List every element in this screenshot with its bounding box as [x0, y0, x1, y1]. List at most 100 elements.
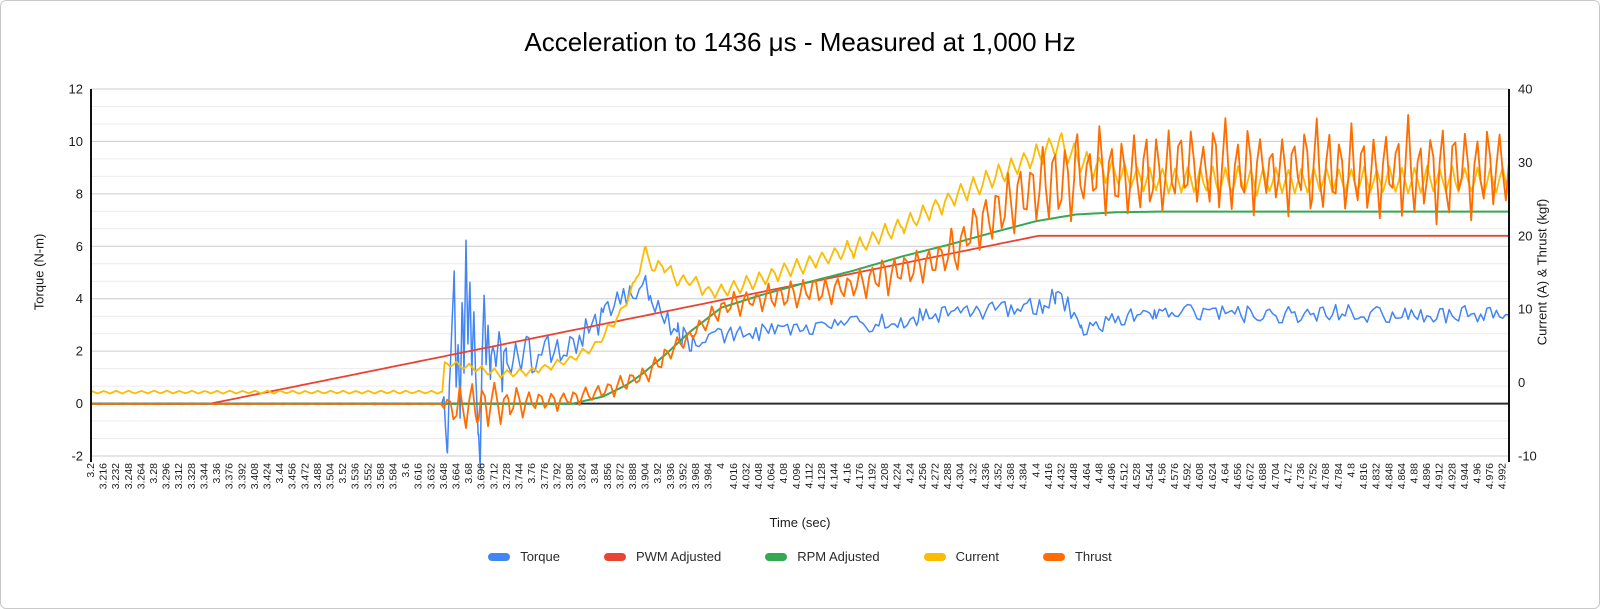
x-tick-label: 3.312 [173, 463, 185, 489]
x-tick-label: 4.224 [892, 463, 904, 489]
x-tick-label: 3.456 [287, 463, 299, 489]
legend-label-thrust: Thrust [1074, 549, 1112, 564]
x-tick-label: 3.264 [135, 463, 147, 489]
x-tick-label: 3.616 [413, 463, 425, 489]
x-tick-label: 3.648 [438, 463, 450, 489]
x-tick-label: 4.608 [1194, 463, 1206, 489]
x-tick-label: 4.048 [753, 463, 765, 489]
x-tick-label: 4.256 [917, 463, 929, 489]
y-tick-label-left: 6 [76, 239, 83, 254]
x-tick-label: 4.544 [1144, 463, 1156, 489]
x-tick-label: 4.848 [1383, 463, 1395, 489]
x-tick-label: 4.16 [841, 463, 853, 484]
x-tick-label: 3.744 [514, 463, 526, 489]
y-tick-label-left: 10 [69, 134, 83, 149]
x-tick-label: 3.696 [476, 463, 488, 489]
x-tick-label: 4.448 [1068, 463, 1080, 489]
x-tick-label: 4.144 [829, 463, 841, 489]
x-tick-label: 3.36 [211, 463, 223, 484]
x-tick-label: 3.664 [451, 463, 463, 489]
legend-swatch-pwm-adjusted [603, 552, 626, 561]
x-tick-label: 4.992 [1497, 463, 1509, 489]
x-tick-label: 4.72 [1282, 463, 1294, 484]
x-tick-label: 4.864 [1396, 463, 1408, 489]
y-tick-label-left: 12 [69, 82, 83, 97]
x-tick-label: 3.344 [198, 463, 210, 489]
legend-item-thrust[interactable]: Thrust [1042, 549, 1112, 564]
x-tick-label: 3.888 [627, 463, 639, 489]
y-tick-label-left: 4 [76, 291, 83, 306]
x-tick-label: 4.288 [942, 463, 954, 489]
x-tick-label: 4.768 [1320, 463, 1332, 489]
x-tick-label: 4.352 [993, 463, 1005, 489]
x-tick-label: 3.792 [551, 463, 563, 489]
x-tick-label: 3.76 [526, 463, 538, 484]
x-tick-label: 4.56 [1156, 463, 1168, 484]
x-tick-label: 3.392 [236, 463, 248, 489]
y-tick-label-right: 30 [1518, 155, 1532, 170]
x-tick-label: 4.368 [1005, 463, 1017, 489]
y-tick-label-left: 2 [76, 344, 83, 359]
x-tick-label: 3.552 [362, 463, 374, 489]
x-tick-label: 3.216 [98, 463, 110, 489]
x-tick-label: 4.528 [1131, 463, 1143, 489]
y-tick-label-right: 0 [1518, 375, 1525, 390]
x-tick-label: 4.096 [791, 463, 803, 489]
y-tick-label-left: -2 [71, 449, 83, 464]
x-tick-label: 4.416 [1043, 463, 1055, 489]
x-tick-label: 4.016 [728, 463, 740, 489]
x-tick-label: 3.712 [488, 463, 500, 489]
x-tick-label: 4.24 [904, 463, 916, 484]
x-tick-label: 3.984 [703, 463, 715, 489]
x-tick-label: 3.488 [312, 463, 324, 489]
y-tick-label-right: 20 [1518, 228, 1532, 243]
legend-item-current[interactable]: Current [923, 549, 999, 564]
x-tick-label: 3.328 [186, 463, 198, 489]
x-tick-label: 4.736 [1295, 463, 1307, 489]
legend-item-rpm-adjusted[interactable]: RPM Adjusted [765, 549, 880, 564]
x-tick-label: 3.44 [274, 463, 286, 484]
x-tick-label: 4.32 [967, 463, 979, 484]
x-tick-label: 3.968 [690, 463, 702, 489]
x-tick-label: 3.936 [665, 463, 677, 489]
x-tick-label: 3.504 [325, 463, 337, 489]
series-line-pwm-adjusted[interactable] [90, 234, 1510, 405]
chart-title: Acceleration to 1436 μs - Measured at 1,… [524, 27, 1076, 57]
legend-item-torque[interactable]: Torque [488, 549, 560, 564]
x-axis-title: Time (sec) [769, 515, 831, 530]
legend-label-pwm-adjusted: PWM Adjusted [635, 549, 722, 564]
x-tick-label: 4.816 [1358, 463, 1370, 489]
x-tick-label: 4.832 [1371, 463, 1383, 489]
x-tick-label: 3.376 [224, 463, 236, 489]
legend-item-pwm-adjusted[interactable]: PWM Adjusted [603, 549, 722, 564]
y-tick-label-left: 0 [76, 396, 83, 411]
x-tick-label: 4.576 [1169, 463, 1181, 489]
x-tick-label: 3.84 [589, 463, 601, 484]
x-tick-label: 3.536 [350, 463, 362, 489]
x-tick-label: 3.808 [564, 463, 576, 489]
x-tick-label: 4.944 [1459, 463, 1471, 489]
x-tick-label: 4.96 [1472, 463, 1484, 484]
legend-label-torque: Torque [520, 549, 560, 564]
x-tick-label: 4.336 [980, 463, 992, 489]
x-tick-label: 3.568 [375, 463, 387, 489]
x-tick-label: 4.064 [766, 463, 778, 489]
x-tick-label: 3.584 [388, 463, 400, 489]
x-tick-label: 4.176 [854, 463, 866, 489]
series-line-torque[interactable] [90, 239, 1510, 469]
x-tick-label: 3.904 [640, 463, 652, 489]
x-tick-label: 3.472 [299, 463, 311, 489]
x-tick-label: 4.496 [1106, 463, 1118, 489]
series-line-thrust[interactable] [90, 113, 1510, 429]
series-line-rpm-adjusted[interactable] [90, 210, 1510, 405]
x-tick-label: 4.208 [879, 463, 891, 489]
x-tick-label: 4.512 [1119, 463, 1131, 489]
x-tick-label: 4.8 [1345, 463, 1357, 478]
x-tick-label: 4.928 [1446, 463, 1458, 489]
x-tick-label: 4.896 [1421, 463, 1433, 489]
x-tick-label: 4.672 [1245, 463, 1257, 489]
legend-swatch-rpm-adjusted [765, 552, 788, 561]
x-tick-label: 4.912 [1434, 463, 1446, 489]
